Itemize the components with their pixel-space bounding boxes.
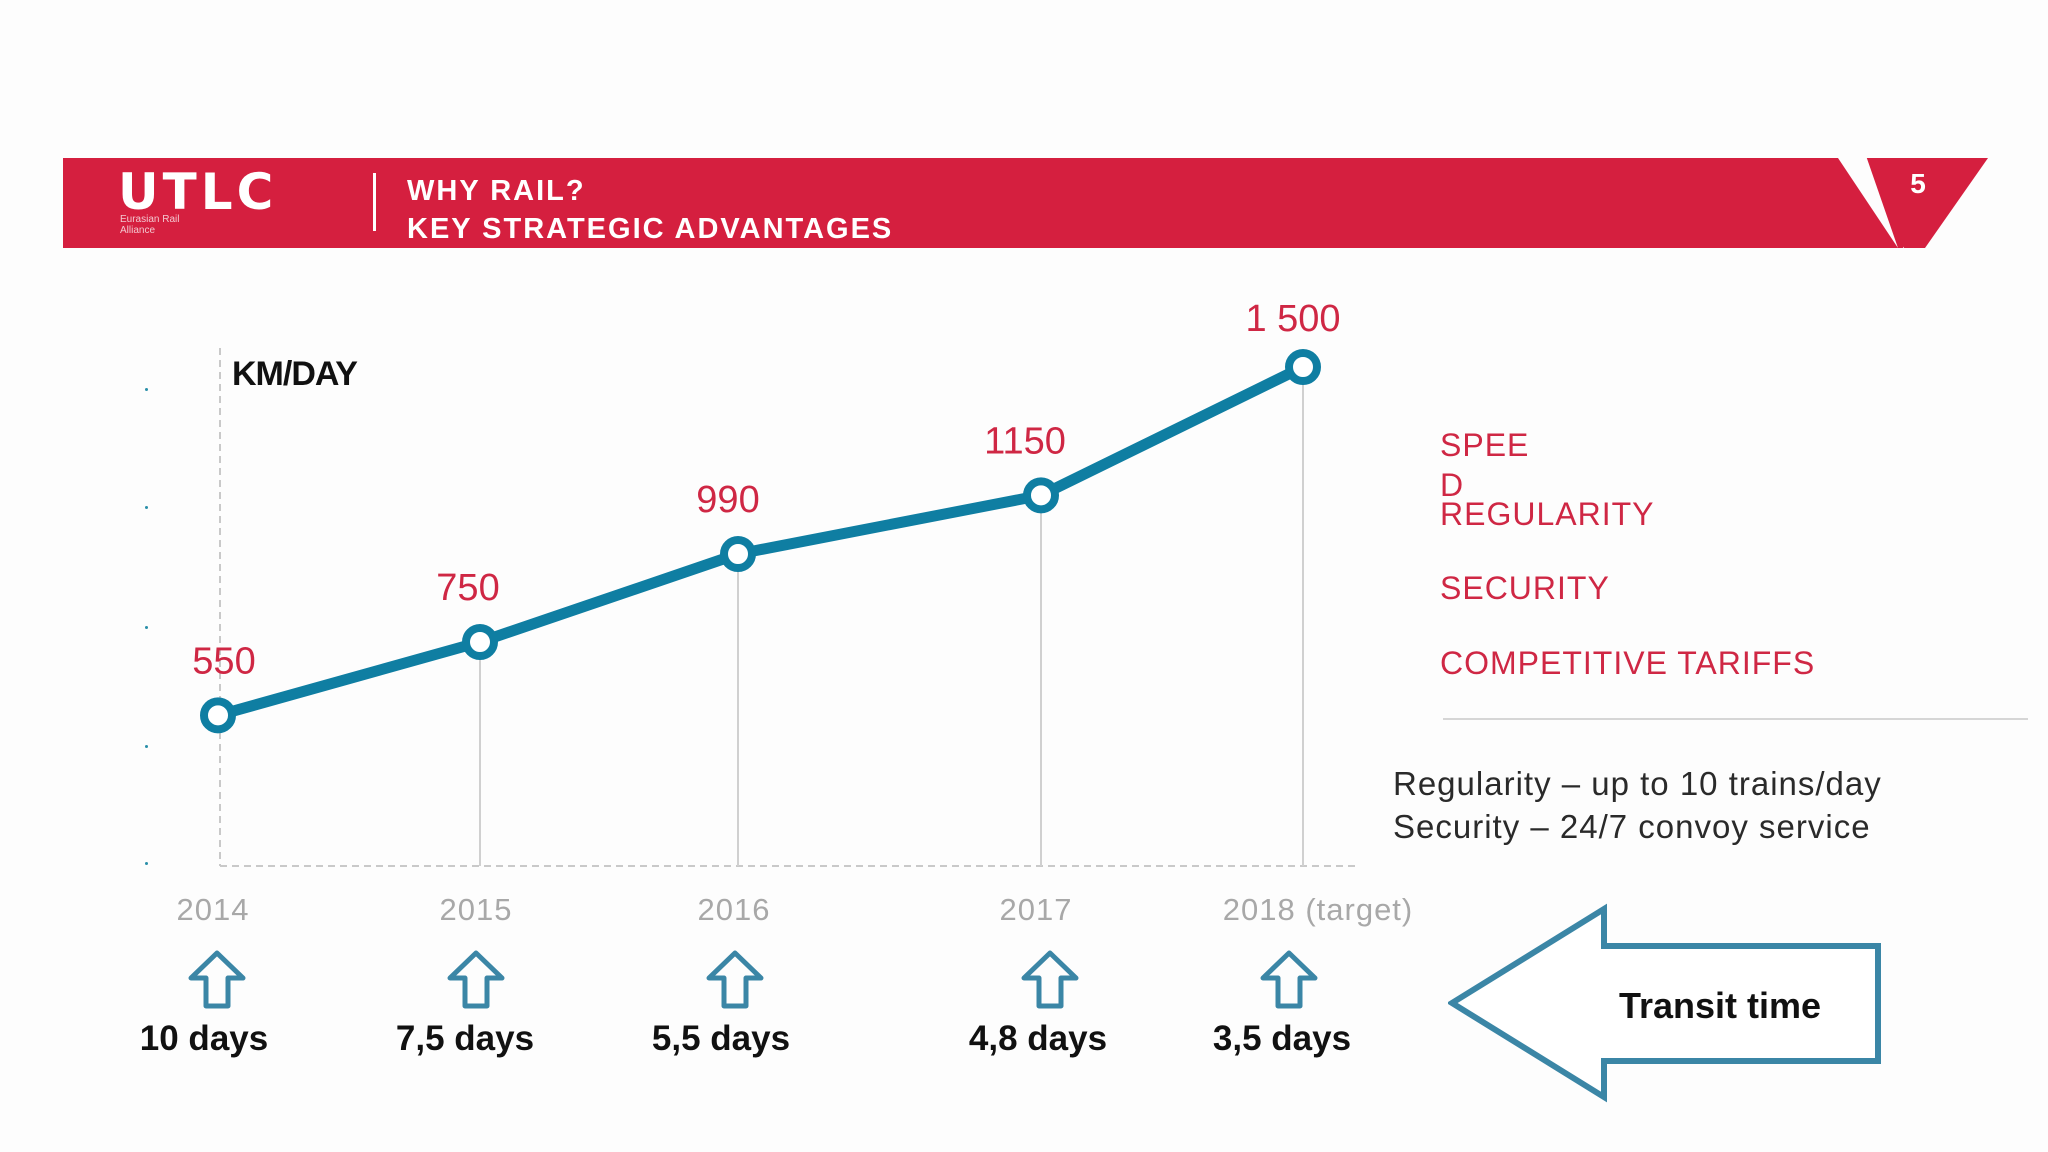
series-line [212, 361, 1309, 721]
data-label: 750 [436, 567, 499, 609]
transit-days-label: 7,5 days [395, 1019, 535, 1058]
info-regularity: Regularity – up to 10 trains/day [1393, 765, 1882, 802]
info-security: Security – 24/7 convoy service [1393, 808, 1871, 845]
transit-days-label: 4,8 days [968, 1019, 1108, 1058]
header-title-line1: WHY RAIL? [407, 175, 586, 207]
up-arrow-icon [1260, 950, 1318, 1009]
advantage-speed: SPEED [1440, 427, 1530, 503]
advantage-regularity: REGULARITY [1440, 496, 1655, 532]
data-label: 550 [192, 640, 255, 682]
header-bar [63, 158, 1903, 248]
x-tick-label: 2017 [999, 892, 1073, 927]
up-arrow-icon [1021, 950, 1079, 1009]
x-tick-label: 2014 [176, 892, 250, 927]
data-point [462, 624, 498, 660]
data-label: 1 500 [1245, 298, 1340, 340]
transit-days-label: 10 days [139, 1019, 269, 1058]
x-tick-label: 2018 (target) [1222, 892, 1414, 927]
up-arrow-icon [447, 950, 505, 1009]
axis-tick-dot [145, 388, 148, 391]
logo-subtext: Eurasian Rail Alliance [120, 214, 180, 236]
data-point [720, 536, 756, 572]
divider [1443, 718, 2028, 720]
page-number: 5 [1910, 168, 1926, 199]
axis-tick-dot [145, 862, 148, 865]
data-label: 1150 [984, 420, 1066, 462]
y-axis-label: KM/DAY [232, 355, 358, 393]
up-arrow-icon [706, 950, 764, 1009]
axis-tick-dot [145, 745, 148, 748]
transit-days-label: 5,5 days [651, 1019, 791, 1058]
header-divider [373, 173, 376, 231]
axis-tick-dot [145, 626, 148, 629]
logo-text: UTLC [118, 163, 278, 221]
transit-time-arrow [1448, 903, 1881, 1103]
data-label: 990 [696, 479, 759, 521]
advantage-security: SECURITY [1440, 570, 1610, 606]
x-tick-label: 2016 [697, 892, 771, 927]
advantage-tariffs: COMPETITIVE TARIFFS [1440, 645, 1816, 681]
data-point [1023, 477, 1059, 514]
up-arrow-icon [188, 950, 246, 1009]
transit-time-label: Transit time [1618, 985, 1822, 1026]
header-title: WHY RAIL? KEY STRATEGIC ADVANTAGES [407, 172, 893, 248]
data-point [200, 697, 236, 734]
transit-days-label: 3,5 days [1212, 1019, 1352, 1058]
x-tick-label: 2015 [439, 892, 513, 927]
data-point [1285, 349, 1321, 385]
axis-tick-dot [145, 506, 148, 509]
header-title-line2: KEY STRATEGIC ADVANTAGES [407, 213, 894, 245]
